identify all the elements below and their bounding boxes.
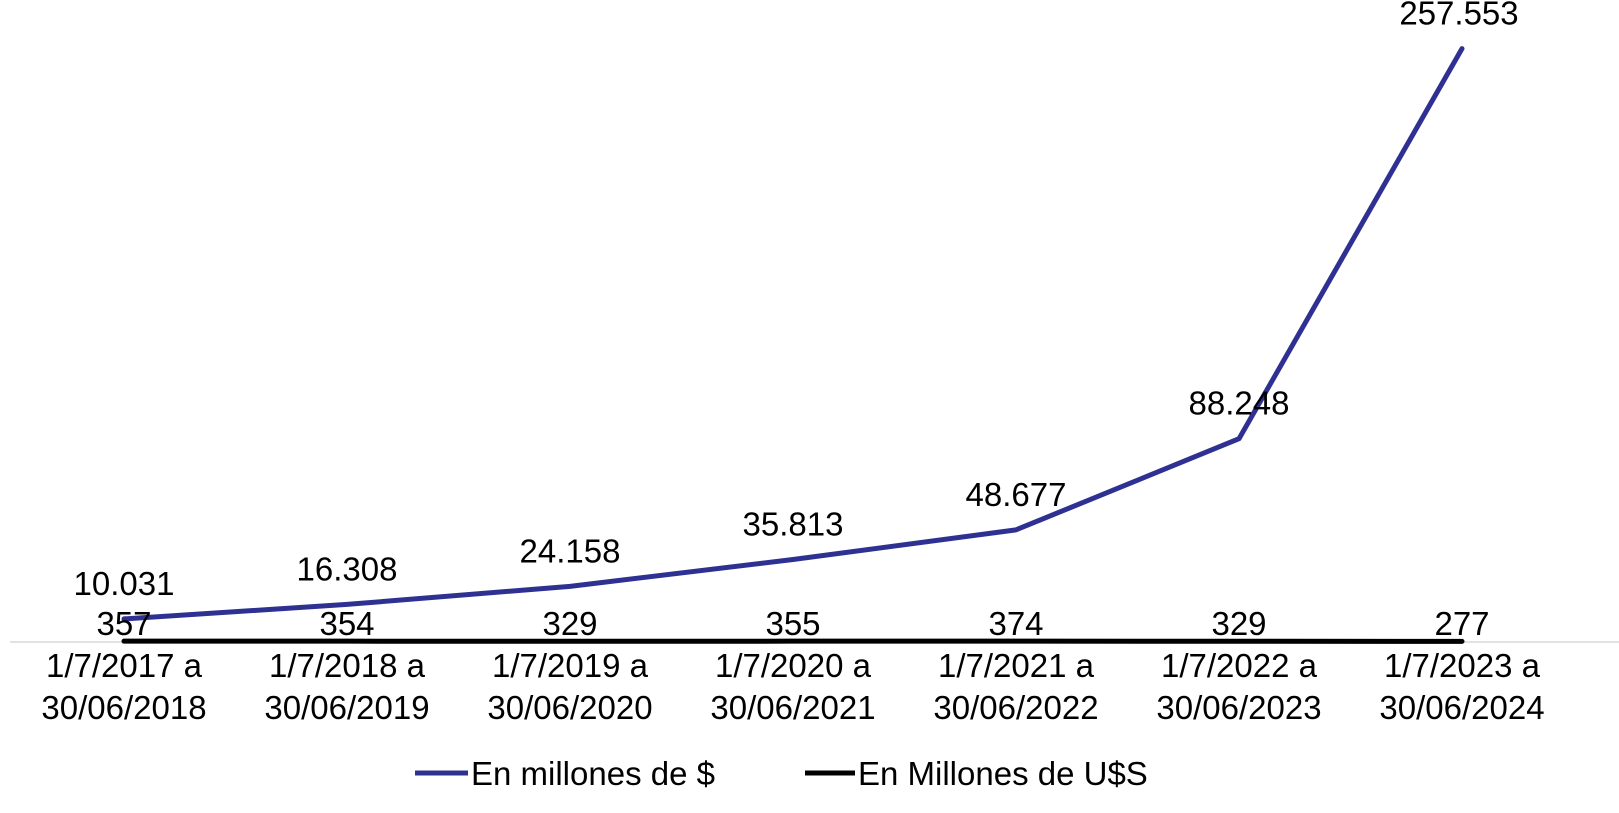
data-label-pesos: 257.553 (1399, 0, 1518, 32)
x-tick-label: 30/06/2020 (487, 689, 652, 726)
data-label-usd: 329 (542, 605, 597, 642)
data-label-usd: 354 (319, 605, 374, 642)
series-layer (121, 46, 1465, 644)
data-label-usd: 357 (96, 605, 151, 642)
x-tick-label: 1/7/2021 a (938, 647, 1095, 684)
data-label-pesos: 35.813 (743, 505, 844, 542)
data-label-pesos: 88.248 (1189, 385, 1290, 422)
data-label-pesos: 16.308 (297, 550, 398, 587)
x-tick-label: 30/06/2024 (1379, 689, 1544, 726)
x-tick-label: 1/7/2022 a (1161, 647, 1318, 684)
x-tick-label: 30/06/2019 (264, 689, 429, 726)
series-line-0 (121, 46, 1465, 622)
legend-label: En millones de $ (471, 755, 715, 792)
x-tick-label: 1/7/2018 a (269, 647, 426, 684)
legend: En millones de $ En Millones de U$S (415, 755, 1148, 792)
data-label-usd: 277 (1434, 605, 1489, 642)
x-tick-label: 30/06/2018 (41, 689, 206, 726)
data-label-usd: 355 (765, 605, 820, 642)
x-tick-layer: 1/7/2017 a 30/06/2018 1/7/2018 a 30/06/2019… (41, 647, 1544, 726)
data-label-usd: 329 (1211, 605, 1266, 642)
x-tick-label: 1/7/2017 a (46, 647, 203, 684)
data-label-pesos: 48.677 (966, 476, 1067, 513)
x-tick-label: 30/06/2021 (710, 689, 875, 726)
x-tick-label: 30/06/2022 (933, 689, 1098, 726)
legend-label: En Millones de U$S (858, 755, 1148, 792)
data-label-pesos: 24.158 (520, 532, 621, 569)
x-tick-label: 30/06/2023 (1156, 689, 1321, 726)
x-tick-label: 1/7/2023 a (1384, 647, 1541, 684)
data-label-layer: 10.031 16.308 24.158 35.813 48.677 88.248 257.… (74, 0, 1519, 642)
x-tick-label: 1/7/2020 a (715, 647, 872, 684)
data-label-usd: 374 (988, 605, 1043, 642)
legend-item-1: En Millones de U$S (805, 755, 1148, 792)
x-tick-label: 1/7/2019 a (492, 647, 649, 684)
data-label-pesos: 10.031 (74, 565, 175, 602)
legend-item-0: En millones de $ (415, 755, 715, 792)
